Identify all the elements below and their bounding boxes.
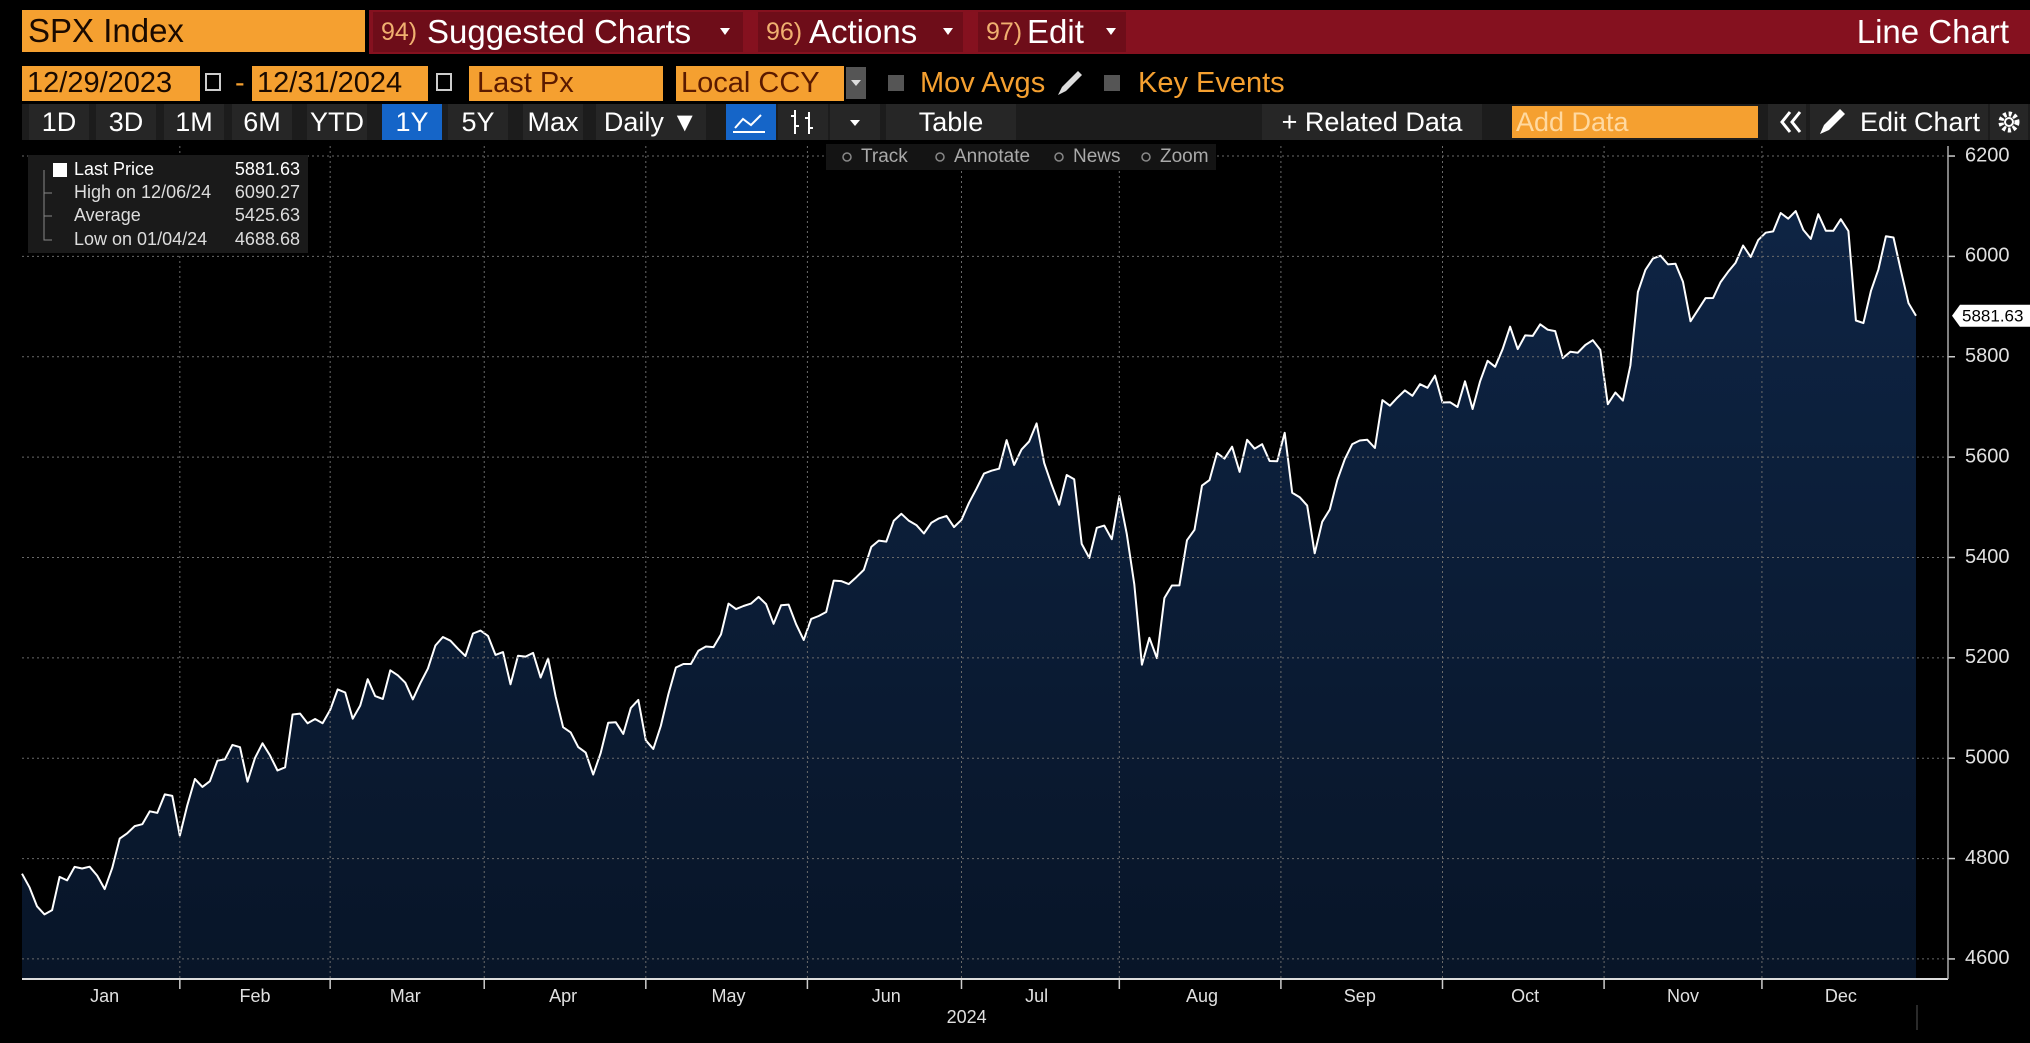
ui-icons [205,28,1120,99]
y-tick-label: 5800 [1965,345,2010,367]
pencil-icon[interactable] [1058,71,1082,95]
legend-value: 5881.63 [235,159,300,179]
add-data-input[interactable]: Add Data [1512,106,1758,138]
menu-label[interactable]: Suggested Charts [427,13,692,50]
menu-label[interactable]: Edit [1027,13,1084,50]
table-button[interactable]: Table [886,104,1016,140]
checkbox-label[interactable]: Key Events [1138,67,1285,99]
chart-toolbar [826,144,1216,170]
period-button[interactable]: 1D [29,104,89,140]
view-title: Line Chart [1856,13,2009,50]
period-button[interactable]: 5Y [448,104,508,140]
tool-button[interactable]: Track [861,146,908,167]
tool-button[interactable]: Zoom [1160,146,1209,167]
checkbox-label[interactable]: Mov Avgs [920,67,1046,99]
x-tick-label: Apr [549,986,577,1006]
tool-icon [935,152,945,162]
period-button[interactable]: Max [523,104,583,140]
toolbar-icons [733,109,2020,134]
period-button[interactable]: 1M [164,104,224,140]
y-tick-label: 4800 [1965,847,2010,869]
tool-button[interactable]: News [1073,146,1121,167]
x-tick-label: Sep [1344,986,1376,1006]
bar-style-button[interactable] [778,104,828,140]
x-axis-label: 2024 [947,1007,987,1027]
collapse-button[interactable] [1768,104,1806,140]
y-tick-label: 6000 [1965,245,2010,267]
last-value-tag [1952,304,2030,327]
menu-button[interactable] [758,12,963,52]
start-date[interactable]: 12/29/2023 [22,66,200,101]
ticker-field[interactable]: SPX Index [22,10,365,52]
x-tick-label: May [711,986,745,1006]
gear-icon [1998,111,2020,133]
period-button[interactable]: 6M [232,104,292,140]
tool-button[interactable]: Annotate [954,146,1030,167]
frequency-select[interactable]: Daily ▼ [596,104,706,140]
legend-label: Average [74,205,141,225]
field-select[interactable]: Last Px [469,66,663,101]
x-tick-label: Jul [1025,986,1048,1006]
x-tick-label: Oct [1511,986,1539,1006]
legend-swatch [53,163,67,177]
legend-value: 6090.27 [235,182,300,202]
last-value-label: 5881.63 [1962,306,2023,325]
legend-label: Last Price [74,159,154,179]
y-tick-label: 4600 [1965,947,2010,969]
collapse-icon [1780,111,1802,133]
y-tick-label: 5000 [1965,746,2010,768]
dropdown-arrow [850,120,860,126]
settings-button[interactable] [1990,104,2028,140]
price-line [21,210,1917,916]
legend-label: Low on 01/04/24 [74,229,207,249]
y-tick-label: 5200 [1965,646,2010,668]
legend-tree [43,170,52,241]
line-style-button[interactable] [726,104,776,140]
menu-number: 96) [766,18,803,46]
checkbox[interactable] [1104,75,1120,91]
menu-number: 94) [381,18,418,46]
x-tick-label: Feb [239,986,270,1006]
x-tick-label: Jan [90,986,119,1006]
x-tick-label: Nov [1667,986,1699,1006]
menu-button[interactable] [978,12,1126,52]
related-data-button[interactable]: + Related Data [1262,104,1482,140]
y-tick-label: 6200 [1965,144,2010,166]
menu-number: 97) [986,18,1023,46]
gear-icon [2004,117,2014,127]
legend-label: High on 12/06/24 [74,182,211,202]
x-tick-label: Dec [1825,986,1857,1006]
period-button[interactable]: 3D [96,104,156,140]
pencil-icon [1820,109,1845,134]
legend-box [28,155,308,253]
currency-select[interactable]: Local CCY [676,66,844,101]
bar-icon [791,110,813,134]
line-icon [733,114,765,133]
date-separator: - [235,67,245,99]
y-tick-label: 5400 [1965,546,2010,568]
legend-value: 5425.63 [235,205,300,225]
area-fill [22,211,1916,980]
menu-button[interactable] [373,12,743,52]
tool-icon [842,152,852,162]
legend-value: 4688.68 [235,229,300,249]
period-button[interactable]: 1Y [382,104,442,140]
x-tick-label: Mar [390,986,421,1006]
x-tick-label: Jun [872,986,901,1006]
x-tick-label: Aug [1186,986,1218,1006]
dropdown-arrow [851,80,861,86]
checkbox[interactable] [888,75,904,91]
calendar-icon[interactable] [436,73,452,91]
menu-label[interactable]: Actions [809,13,918,50]
y-tick-label: 5600 [1965,445,2010,467]
tool-icon [1054,152,1064,162]
calendar-icon[interactable] [205,73,221,91]
end-date[interactable]: 12/31/2024 [252,66,428,101]
tool-icon [1141,152,1151,162]
period-button[interactable]: YTD [307,104,367,140]
